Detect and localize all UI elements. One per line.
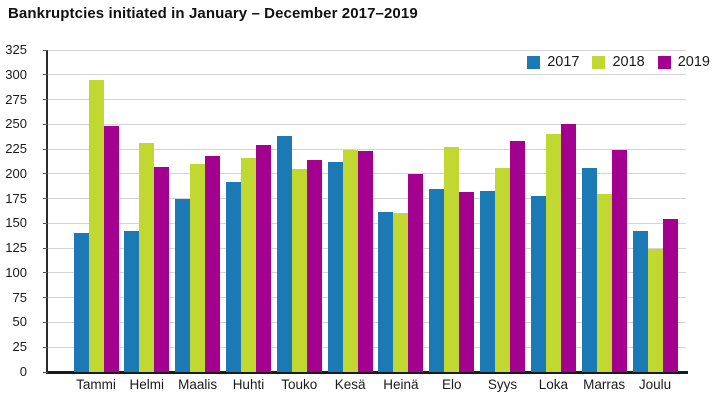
y-tick-300 [43, 74, 48, 76]
y-tick-125 [43, 247, 48, 249]
bar-2017-Maalis [175, 198, 191, 372]
y-tick-label: 0 [19, 364, 27, 379]
y-tick-label: 250 [5, 116, 27, 132]
y-tick-label: 325 [5, 42, 27, 57]
gridline-y-325 [48, 49, 686, 51]
y-tick-label: 150 [5, 215, 27, 231]
bar-2019-Elo [459, 191, 475, 372]
bar-2017-Elo [429, 188, 445, 372]
legend-swatch-2018 [592, 55, 606, 69]
y-tick-50 [43, 321, 48, 323]
bar-2019-Touko [306, 159, 322, 372]
x-label-Kesä: Kesä [334, 377, 366, 392]
bar-2017-Syys [480, 190, 496, 372]
y-tick-label: 75 [12, 289, 27, 305]
legend-swatch-2019 [657, 55, 671, 69]
bar-2017-Tammi [73, 233, 89, 372]
y-tick-0 [43, 371, 48, 373]
bar-2019-Kesä [357, 151, 373, 372]
y-tick-75 [43, 297, 48, 299]
bar-2019-Heinä [408, 173, 424, 372]
bar-2017-Touko [276, 136, 292, 372]
bar-2017-Huhti [225, 181, 241, 372]
bar-2019-Marras [611, 150, 627, 372]
x-label-Huhti: Huhti [232, 377, 265, 392]
y-tick-150 [43, 222, 48, 224]
x-label-Loka: Loka [538, 377, 569, 392]
y-tick-label: 50 [12, 314, 27, 330]
y-axis-line [46, 50, 48, 372]
gridline-y-275 [48, 99, 686, 101]
bar-2019-Syys [510, 141, 526, 372]
bar-2018-Helmi [139, 143, 155, 372]
bar-2018-Kesä [342, 150, 358, 372]
y-tick-label: 100 [5, 264, 27, 280]
bar-2018-Touko [291, 168, 307, 372]
y-tick-label: 25 [12, 339, 27, 355]
plot-area [43, 49, 688, 374]
x-label-Maalis: Maalis [178, 377, 218, 392]
x-label-Heinä: Heinä [383, 377, 419, 392]
bar-2018-Huhti [240, 158, 256, 372]
y-tick-100 [43, 272, 48, 274]
x-label-Touko: Touko [281, 377, 318, 392]
y-tick-label: 175 [5, 190, 27, 206]
gridline-y-225 [48, 148, 686, 150]
bar-2019-Loka [560, 124, 576, 372]
x-label-Syys: Syys [487, 377, 518, 392]
legend-label: 2018 [612, 54, 645, 70]
bar-2018-Joulu [647, 249, 663, 372]
bar-2018-Maalis [190, 163, 206, 372]
bar-2018-Syys [495, 167, 511, 372]
bar-2019-Tammi [103, 126, 119, 372]
y-tick-label: 200 [5, 165, 27, 181]
legend-item-2018: 2018 [592, 54, 645, 70]
y-tick-250 [43, 123, 48, 125]
y-tick-label: 275 [5, 91, 27, 107]
x-label-Marras: Marras [583, 377, 626, 392]
bar-2018-Elo [444, 147, 460, 372]
bar-2017-Marras [581, 167, 597, 372]
x-label-Joulu: Joulu [638, 377, 672, 392]
y-tick-175 [43, 198, 48, 200]
bar-2017-Loka [530, 195, 546, 372]
y-tick-275 [43, 99, 48, 101]
x-label-Tammi: Tammi [76, 377, 116, 392]
y-tick-label: 225 [5, 141, 27, 157]
bar-2018-Heinä [393, 212, 409, 372]
y-tick-label: 300 [5, 66, 27, 82]
legend: 2017 2018 2019 [527, 54, 710, 70]
y-tick-label: 125 [5, 240, 27, 256]
x-label-Elo: Elo [441, 377, 462, 392]
gridline-y-250 [48, 123, 686, 125]
chart-title: Bankruptcies initiated in January – Dece… [8, 5, 418, 22]
x-label-Helmi: Helmi [129, 377, 165, 392]
x-axis-line [46, 371, 688, 374]
legend-item-2017: 2017 [527, 54, 579, 70]
y-tick-25 [43, 346, 48, 348]
bar-2019-Huhti [255, 145, 271, 372]
bar-2018-Loka [545, 134, 561, 372]
bar-2017-Kesä [327, 161, 343, 372]
y-tick-225 [43, 148, 48, 150]
bar-2017-Helmi [124, 231, 140, 372]
legend-swatch-2017 [527, 55, 541, 69]
bar-2018-Marras [596, 193, 612, 372]
legend-label: 2019 [677, 54, 710, 70]
y-tick-325 [43, 49, 48, 51]
bar-2019-Helmi [154, 166, 170, 372]
legend-label: 2017 [547, 54, 580, 70]
bar-2019-Maalis [205, 156, 221, 372]
legend-item-2019: 2019 [657, 54, 710, 70]
bar-2019-Joulu [662, 219, 678, 372]
gridline-y-300 [48, 74, 686, 76]
bar-2018-Tammi [88, 79, 104, 372]
y-tick-200 [43, 173, 48, 175]
bar-2017-Heinä [378, 211, 394, 372]
bar-2017-Joulu [632, 231, 648, 372]
